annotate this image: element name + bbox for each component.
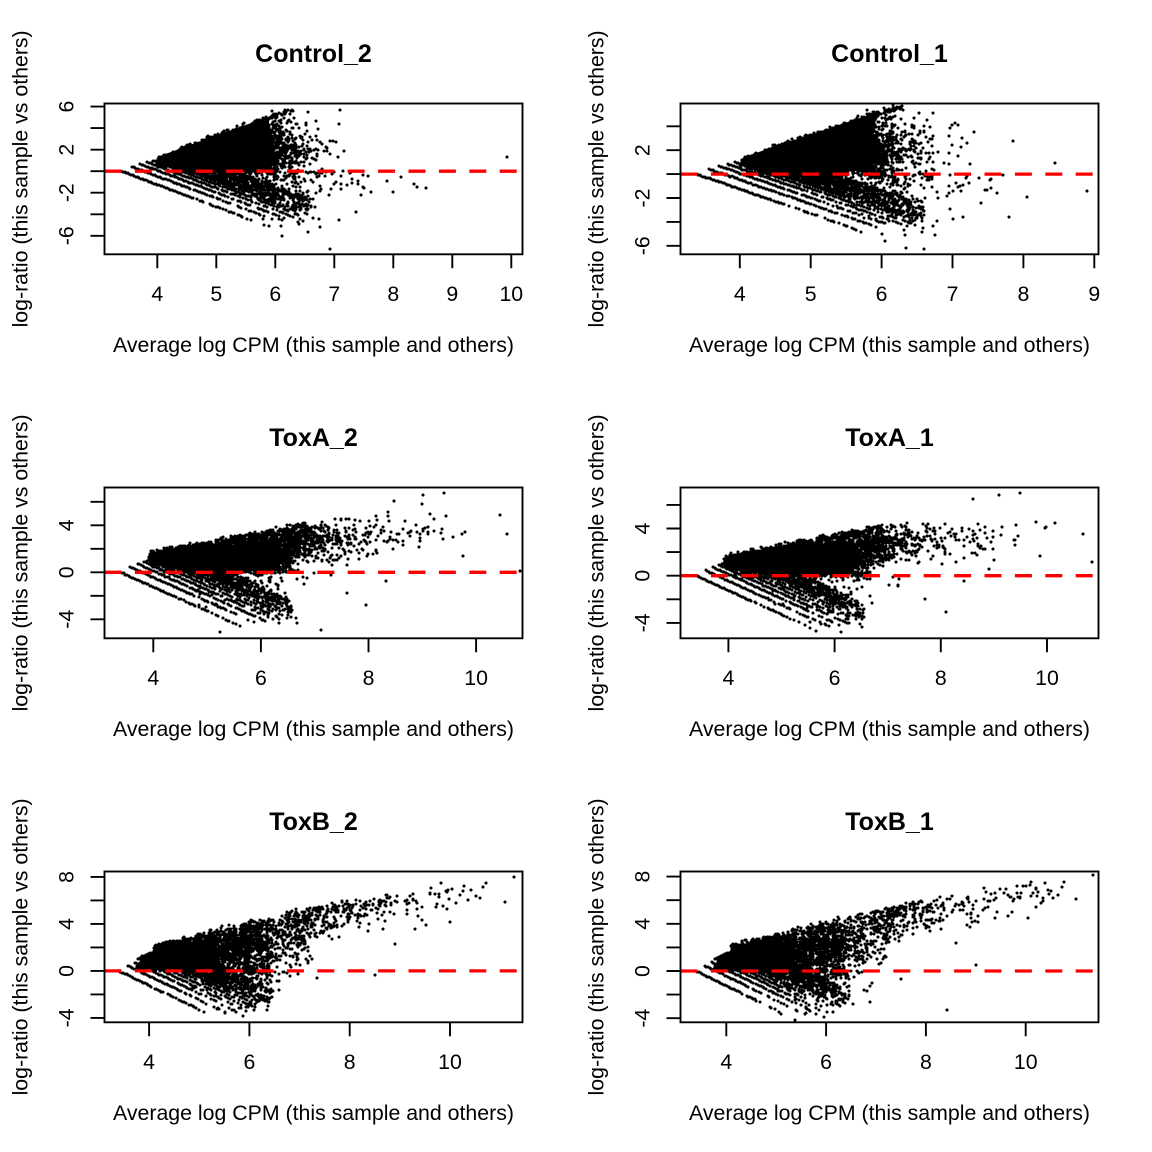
svg-text:6: 6 xyxy=(243,1050,255,1074)
svg-text:6: 6 xyxy=(269,282,281,306)
svg-text:10: 10 xyxy=(464,666,488,690)
svg-text:Average log CPM (this sample a: Average log CPM (this sample and others) xyxy=(689,1101,1090,1125)
svg-text:ToxB_1: ToxB_1 xyxy=(845,808,934,836)
svg-text:4: 4 xyxy=(722,666,734,690)
svg-text:-4: -4 xyxy=(55,610,79,629)
svg-text:Control_1: Control_1 xyxy=(831,40,948,68)
svg-text:10: 10 xyxy=(1014,1050,1038,1074)
svg-text:8: 8 xyxy=(1017,282,1029,306)
svg-text:4: 4 xyxy=(55,519,79,531)
svg-text:Average log CPM (this sample a: Average log CPM (this sample and others) xyxy=(689,717,1090,741)
svg-text:9: 9 xyxy=(1088,282,1100,306)
svg-text:log-ratio (this sample vs othe: log-ratio (this sample vs others) xyxy=(9,30,33,327)
svg-text:6: 6 xyxy=(829,666,841,690)
svg-text:8: 8 xyxy=(631,871,655,883)
svg-text:Average log CPM (this sample a: Average log CPM (this sample and others) xyxy=(113,333,514,357)
svg-text:5: 5 xyxy=(210,282,222,306)
svg-text:8: 8 xyxy=(363,666,375,690)
svg-text:log-ratio (this sample vs othe: log-ratio (this sample vs others) xyxy=(585,414,609,711)
svg-text:log-ratio (this sample vs othe: log-ratio (this sample vs others) xyxy=(585,798,609,1095)
svg-text:Control_2: Control_2 xyxy=(255,40,372,68)
svg-text:10: 10 xyxy=(438,1050,462,1074)
svg-text:8: 8 xyxy=(387,282,399,306)
svg-text:2: 2 xyxy=(55,144,79,156)
svg-text:ToxA_2: ToxA_2 xyxy=(269,424,357,452)
svg-text:4: 4 xyxy=(55,918,79,930)
svg-text:-2: -2 xyxy=(55,183,79,202)
svg-text:8: 8 xyxy=(55,871,79,883)
svg-text:ToxB_2: ToxB_2 xyxy=(269,808,357,836)
svg-text:ToxA_1: ToxA_1 xyxy=(845,424,934,452)
svg-text:-4: -4 xyxy=(631,1009,655,1028)
svg-text:4: 4 xyxy=(720,1050,732,1074)
svg-text:-4: -4 xyxy=(55,1008,79,1027)
svg-text:4: 4 xyxy=(631,918,655,930)
svg-text:7: 7 xyxy=(947,282,959,306)
svg-text:-2: -2 xyxy=(631,189,655,208)
svg-text:Average log CPM (this sample a: Average log CPM (this sample and others) xyxy=(689,333,1090,357)
svg-text:8: 8 xyxy=(920,1050,932,1074)
svg-text:0: 0 xyxy=(55,965,79,977)
svg-text:6: 6 xyxy=(255,666,267,690)
svg-text:4: 4 xyxy=(143,1050,155,1074)
svg-text:8: 8 xyxy=(935,666,947,690)
svg-text:Average log CPM (this sample a: Average log CPM (this sample and others) xyxy=(113,717,514,741)
svg-text:6: 6 xyxy=(876,282,888,306)
svg-text:9: 9 xyxy=(446,282,458,306)
svg-text:0: 0 xyxy=(631,570,655,582)
svg-text:10: 10 xyxy=(1035,666,1059,690)
svg-text:2: 2 xyxy=(631,144,655,156)
svg-text:5: 5 xyxy=(805,282,817,306)
svg-text:log-ratio (this sample vs othe: log-ratio (this sample vs others) xyxy=(585,30,609,327)
svg-text:10: 10 xyxy=(499,282,523,306)
svg-text:8: 8 xyxy=(344,1050,356,1074)
svg-text:7: 7 xyxy=(328,282,340,306)
svg-text:log-ratio (this sample vs othe: log-ratio (this sample vs others) xyxy=(9,414,33,711)
svg-text:0: 0 xyxy=(631,965,655,977)
svg-text:6: 6 xyxy=(820,1050,832,1074)
svg-text:0: 0 xyxy=(55,566,79,578)
svg-text:6: 6 xyxy=(55,101,79,113)
svg-text:4: 4 xyxy=(151,282,163,306)
svg-text:4: 4 xyxy=(734,282,746,306)
svg-text:log-ratio (this sample vs othe: log-ratio (this sample vs others) xyxy=(9,798,33,1095)
svg-text:-6: -6 xyxy=(55,226,79,245)
svg-text:4: 4 xyxy=(631,522,655,534)
svg-text:Average log CPM (this sample a: Average log CPM (this sample and others) xyxy=(113,1101,514,1125)
svg-text:4: 4 xyxy=(147,666,159,690)
svg-text:-4: -4 xyxy=(631,613,655,632)
svg-text:-6: -6 xyxy=(631,236,655,255)
